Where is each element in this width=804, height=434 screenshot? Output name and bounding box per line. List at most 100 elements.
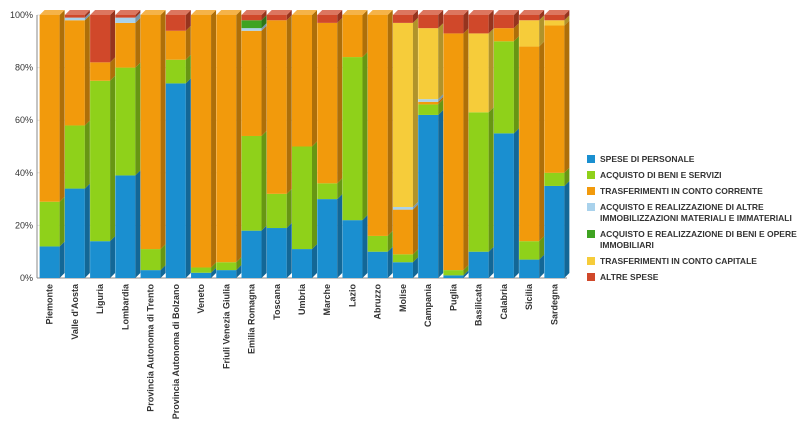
bar-top — [292, 10, 317, 15]
bar-segment — [241, 230, 262, 278]
bar-segment-side — [236, 257, 242, 271]
bar-segment — [519, 46, 540, 242]
bar-segment — [418, 28, 439, 100]
x-category-label: Sicilia — [524, 283, 534, 310]
bar-segment — [342, 15, 363, 58]
bar-segment-side — [463, 270, 469, 278]
bar-segment-side — [160, 244, 166, 271]
bar-segment-side — [211, 267, 217, 278]
bar-segment — [544, 25, 565, 173]
bar-segment-side — [463, 265, 469, 276]
bar-segment — [64, 15, 85, 18]
bar-segment — [241, 28, 262, 31]
bar-segment-side — [286, 15, 292, 194]
bar-top — [191, 10, 217, 15]
bar-segment — [468, 33, 489, 113]
bar-segment — [367, 251, 388, 278]
x-category-label: Liguria — [95, 283, 105, 314]
bar-segment — [191, 15, 212, 268]
legend-swatch — [587, 257, 595, 265]
bar-segment — [90, 15, 111, 63]
y-tick-label: 0% — [20, 273, 33, 283]
legend-swatch — [587, 155, 595, 163]
legend-item: TRASFERIMENTI IN CONTO CAPITALE — [587, 256, 757, 266]
bar-top — [266, 10, 292, 15]
bar-top — [317, 10, 343, 15]
bar-segment-side — [185, 54, 191, 84]
bar-segment — [90, 80, 111, 242]
bar-segment-side — [539, 254, 545, 278]
bar-segment-side — [412, 201, 418, 210]
bar-segment-side — [84, 15, 90, 126]
y-tick-label: 40% — [15, 168, 33, 178]
bar-segment-side — [513, 128, 519, 278]
bar-stack — [468, 10, 494, 278]
bar-segment — [64, 17, 85, 21]
bar-stack — [165, 10, 191, 278]
bar-segment-side — [337, 10, 343, 23]
legend-label: SPESE DI PERSONALE — [600, 154, 695, 164]
bar-segment-side — [261, 25, 267, 136]
bar-segment-side — [539, 41, 545, 242]
bar-segment-side — [110, 75, 116, 242]
y-tick-label: 60% — [15, 115, 33, 125]
bar-segment — [443, 15, 464, 34]
x-category-label: Calabria — [499, 283, 509, 320]
bar-stack — [519, 10, 545, 278]
bar-top — [39, 10, 65, 15]
bar-segment-side — [513, 10, 519, 29]
x-category-label: Molise — [398, 284, 408, 312]
bar-segment — [140, 249, 161, 271]
bar-segment — [216, 15, 237, 263]
bar-segment — [418, 104, 439, 115]
x-category-label: Provincia Autonoma di Trento — [146, 284, 156, 412]
x-category-label: Valle d'Aosta — [70, 283, 80, 340]
bar-segment — [241, 135, 262, 231]
bar-segment-side — [135, 170, 141, 278]
bar-segment-side — [286, 188, 292, 229]
bar-segment-side — [362, 10, 368, 58]
bar-segment — [191, 272, 212, 278]
x-category-label: Emilia Romagna — [247, 283, 257, 354]
bar-segment — [165, 30, 186, 60]
bar-top — [342, 10, 368, 15]
bar-segment — [443, 270, 464, 276]
bar-segment-side — [438, 10, 444, 29]
bar-segment-side — [110, 57, 116, 81]
bar-stack — [418, 10, 444, 278]
bar-segment — [519, 259, 540, 278]
bar-stack — [115, 10, 141, 278]
bar-segment — [191, 267, 212, 273]
bar-segment — [317, 199, 338, 278]
bar-segment-side — [337, 17, 343, 184]
legend-label: ALTRE SPESE — [600, 272, 659, 282]
bar-segment — [115, 175, 136, 278]
bar-top — [64, 10, 90, 15]
bar-stack — [367, 10, 393, 278]
bar-top — [90, 10, 116, 15]
bar-segment — [392, 15, 413, 23]
bar-segment-side — [412, 249, 418, 263]
bar-segment-side — [564, 167, 570, 186]
bar-segment — [392, 262, 413, 278]
bar-segment-side — [513, 36, 519, 134]
bar-segment — [493, 28, 514, 42]
bar-segment-side — [412, 17, 418, 207]
bar-segment — [443, 33, 464, 271]
x-category-label: Lombardia — [120, 283, 130, 330]
bar-segment-side — [160, 10, 166, 250]
y-tick-label: 100% — [10, 10, 33, 20]
bar-segment-side — [135, 12, 141, 23]
bar-segment-side — [539, 15, 545, 47]
bar-segment — [342, 220, 363, 278]
bar-segment — [519, 20, 540, 47]
bar-segment-side — [312, 141, 317, 250]
bar-segment — [266, 228, 287, 278]
bar-segment — [443, 275, 464, 278]
legend-item: ACQUISTO DI BENI E SERVIZI — [587, 170, 722, 180]
bar-segment — [367, 235, 388, 252]
bar-top — [165, 10, 191, 15]
bar-segment — [367, 15, 388, 236]
legend-label: TRASFERIMENTI IN CONTO CORRENTE — [600, 186, 763, 196]
bar-segment — [544, 15, 565, 21]
